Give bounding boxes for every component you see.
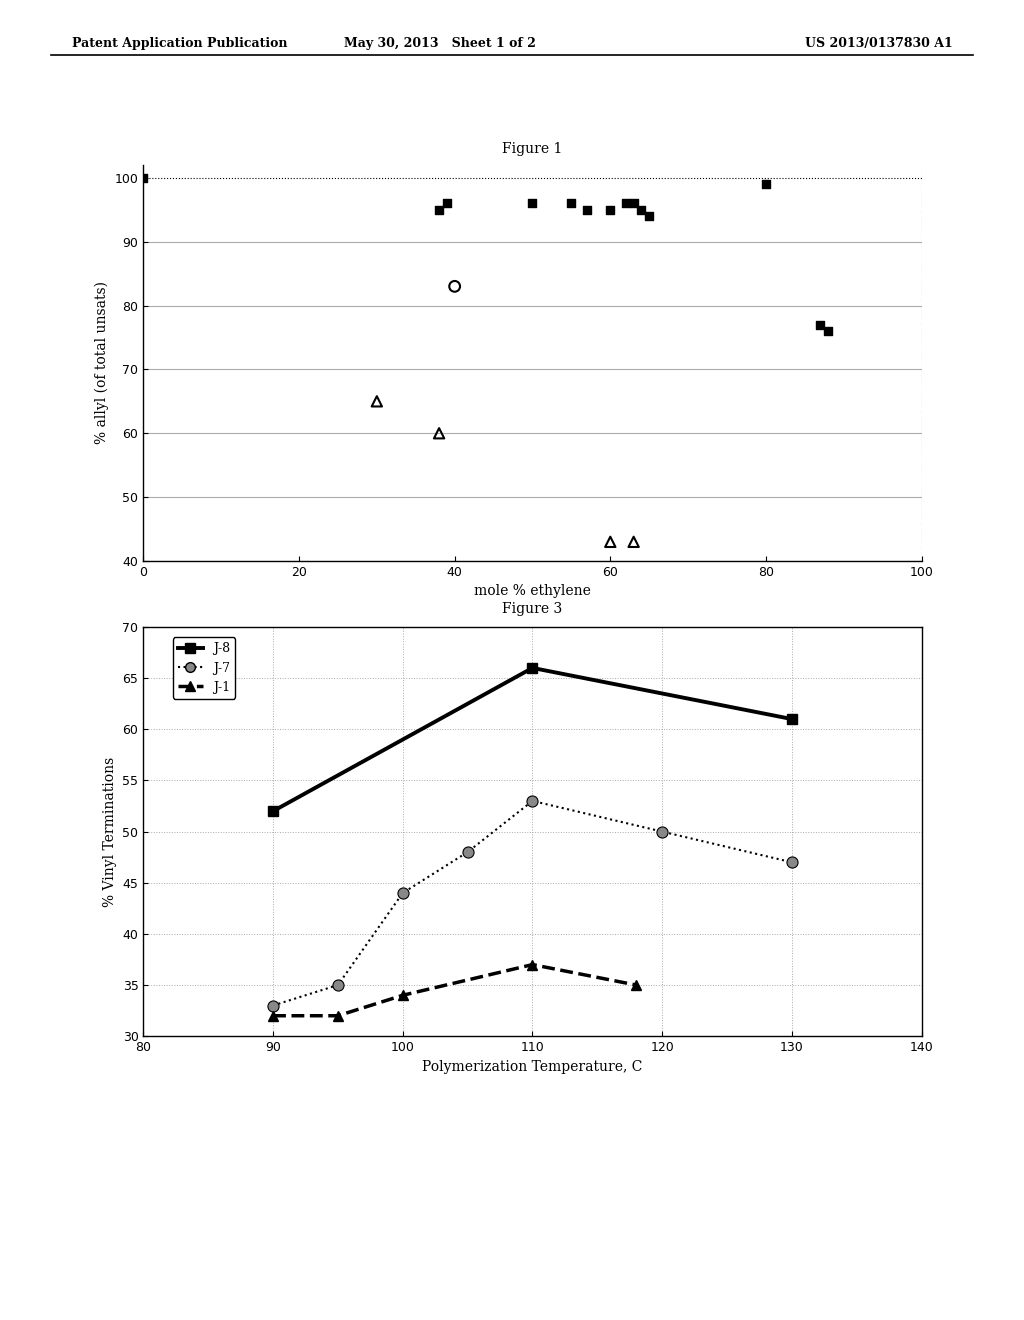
Text: Figure 3: Figure 3 [503,602,562,616]
Point [617,193,634,214]
Point [602,199,618,220]
Point [563,193,580,214]
Point [438,193,455,214]
X-axis label: mole % ethylene: mole % ethylene [474,585,591,598]
Text: US 2013/0137830 A1: US 2013/0137830 A1 [805,37,952,50]
Point [820,321,837,342]
Point [641,206,657,227]
Point [446,276,463,297]
Text: Figure 1: Figure 1 [503,141,562,156]
Point [758,174,774,195]
Point [524,193,541,214]
Point [602,531,618,552]
Y-axis label: % allyl (of total unsats): % allyl (of total unsats) [94,281,110,445]
Point [812,314,828,335]
Point [431,199,447,220]
Y-axis label: % Vinyl Terminations: % Vinyl Terminations [103,756,117,907]
Point [579,199,595,220]
Point [626,193,642,214]
X-axis label: Polymerization Temperature, C: Polymerization Temperature, C [422,1060,643,1073]
Point [626,531,642,552]
Legend: J-8, J-7, J-1: J-8, J-7, J-1 [173,638,236,698]
Text: May 30, 2013   Sheet 1 of 2: May 30, 2013 Sheet 1 of 2 [344,37,537,50]
Point [369,391,385,412]
Point [633,199,649,220]
Text: Patent Application Publication: Patent Application Publication [72,37,287,50]
Point [135,168,152,189]
Point [431,422,447,444]
